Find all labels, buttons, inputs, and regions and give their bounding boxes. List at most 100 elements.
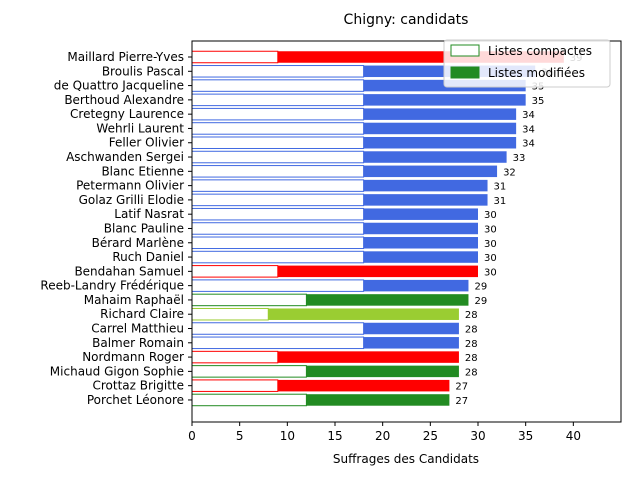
- legend-frame: [443, 39, 611, 88]
- value-label: 28: [465, 367, 478, 378]
- bar-modifiees: [363, 136, 517, 149]
- bar-compactes: [191, 307, 269, 321]
- bar-modifiees: [363, 179, 488, 192]
- x-tick-label: 5: [236, 429, 244, 443]
- bar-modifiees: [363, 194, 488, 206]
- value-label: 29: [474, 282, 487, 293]
- y-tick-label: Berthoud Alexandre: [64, 93, 184, 107]
- bar-modifiees: [306, 365, 459, 378]
- y-tick-label: Ruch Daniel: [112, 250, 184, 264]
- bar-compactes: [191, 150, 365, 164]
- x-tick-label: 10: [280, 429, 295, 443]
- bar-compactes: [191, 250, 365, 264]
- x-tick-label: 40: [566, 429, 581, 443]
- value-label: 28: [465, 339, 478, 350]
- y-tick-label: Cretegny Laurence: [70, 107, 184, 121]
- bar-compactes: [191, 165, 365, 178]
- value-label: 30: [484, 239, 497, 250]
- bar-compactes: [191, 350, 279, 364]
- value-label: 30: [484, 224, 497, 235]
- bar-modifiees: [363, 94, 526, 106]
- y-tick-label: Golaz Grilli Elodie: [79, 193, 184, 207]
- value-label: 30: [484, 253, 497, 264]
- legend-label-modifiees: Listes modifiées: [488, 66, 585, 80]
- y-tick-label: Maillard Pierre-Yves: [67, 50, 184, 64]
- bar-modifiees: [363, 279, 469, 292]
- y-tick-label: Broulis Pascal: [102, 64, 184, 78]
- bar-compactes: [191, 379, 279, 392]
- bar-modifiees: [363, 251, 478, 263]
- bar-modifiees: [277, 379, 450, 392]
- bar-modifiees: [363, 122, 517, 135]
- y-tick-label: Aschwanden Sergei: [66, 150, 184, 164]
- x-axis-label: Suffrages des Candidats: [333, 452, 479, 466]
- value-label: 35: [532, 96, 545, 107]
- bar-compactes: [191, 322, 365, 335]
- value-label: 29: [474, 296, 487, 307]
- bar-compactes: [191, 207, 365, 221]
- x-tick-label: 20: [375, 429, 390, 443]
- bar-compactes: [191, 79, 365, 92]
- y-tick-label: Porchet Léonore: [87, 393, 184, 407]
- y-tick-label: Mahaim Raphaël: [84, 293, 184, 307]
- value-label: 28: [465, 353, 478, 364]
- y-tick-label: de Quattro Jacqueline: [54, 79, 184, 93]
- y-tick-label: Blanc Pauline: [104, 221, 184, 235]
- y-tick-label: Carrel Matthieu: [91, 322, 184, 336]
- bar-compactes: [191, 50, 279, 64]
- y-tick-label: Reeb-Landry Frédérique: [40, 279, 184, 293]
- value-label: 34: [522, 110, 535, 121]
- y-tick-label: Nordmann Roger: [82, 350, 184, 364]
- y-tick-label: Richard Claire: [100, 307, 184, 321]
- bar-modifiees: [268, 308, 459, 320]
- y-tick-label: Feller Olivier: [109, 136, 184, 150]
- bar-compactes: [191, 265, 279, 278]
- y-tick-label: Petermann Olivier: [76, 179, 184, 193]
- bar-modifiees: [363, 151, 507, 163]
- y-tick-label: Bérard Marlène: [92, 236, 184, 250]
- x-tick-label: 15: [327, 429, 342, 443]
- bar-compactes: [191, 122, 365, 135]
- bar-compactes: [191, 293, 307, 307]
- bar-compactes: [191, 65, 365, 78]
- value-label: 34: [522, 124, 535, 135]
- legend-swatch-compactes: [450, 44, 480, 57]
- y-tick-label: Michaud Gigon Sophie: [50, 364, 184, 378]
- x-tick-label: 25: [423, 429, 438, 443]
- y-tick-label: Crottaz Brigitte: [92, 379, 184, 393]
- bar-modifiees: [363, 222, 478, 235]
- bar-modifiees: [306, 294, 469, 306]
- value-labels: 3936353534343433323131303030303029292828…: [455, 53, 582, 407]
- y-tick-label: Latif Nasrat: [114, 207, 184, 221]
- bar-modifiees: [306, 394, 450, 406]
- bar-compactes: [191, 107, 365, 121]
- bar-modifiees: [363, 237, 478, 249]
- x-tick-label: 35: [518, 429, 533, 443]
- y-tick-label: Bendahan Samuel: [74, 264, 184, 278]
- bar-compactes: [191, 393, 307, 407]
- bar-compactes: [191, 136, 365, 149]
- value-label: 27: [455, 396, 468, 407]
- value-label: 32: [503, 167, 516, 178]
- y-tick-label: Balmer Romain: [92, 336, 184, 350]
- y-tick-label: Blanc Etienne: [101, 164, 184, 178]
- value-label: 31: [494, 196, 507, 207]
- bar-modifiees: [363, 165, 498, 178]
- value-label: 30: [484, 210, 497, 221]
- legend-swatch-modifiees: [450, 66, 480, 79]
- bar-compactes: [191, 236, 365, 250]
- plot-frame: [191, 40, 622, 423]
- bar-modifiees: [363, 108, 517, 120]
- x-axis-ticks: 0 5 10 15 20 25 30 35 40: [188, 422, 581, 443]
- bar-modifiees: [363, 337, 459, 349]
- bar-modifiees: [277, 265, 478, 278]
- value-label: 30: [484, 267, 497, 278]
- chart-title: Chigny: candidats: [344, 12, 469, 28]
- bar-modifiees: [363, 208, 478, 220]
- legend-label-compactes: Listes compactes: [488, 44, 592, 58]
- bar-compactes: [191, 179, 365, 192]
- y-tick-label: Wehrli Laurent: [96, 121, 184, 135]
- bar-compactes: [191, 93, 365, 107]
